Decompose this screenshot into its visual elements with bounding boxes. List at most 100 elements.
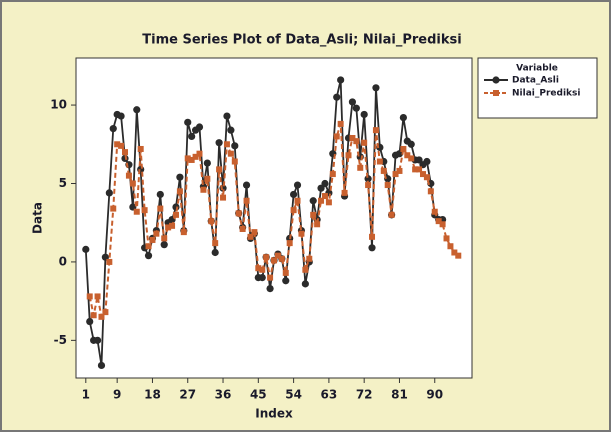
data-point xyxy=(380,167,387,174)
data-point xyxy=(286,240,293,247)
data-point xyxy=(125,172,132,179)
data-point xyxy=(82,245,90,253)
legend-title: Variable xyxy=(516,64,558,74)
data-point xyxy=(137,145,144,152)
data-point xyxy=(314,221,321,228)
data-point xyxy=(160,241,168,249)
data-point xyxy=(399,114,407,122)
x-tick-label: 54 xyxy=(285,388,302,402)
data-point xyxy=(455,252,462,259)
y-tick-label: -5 xyxy=(54,333,67,347)
data-point xyxy=(392,171,399,178)
data-point xyxy=(172,211,179,218)
data-point xyxy=(156,190,164,199)
data-point xyxy=(423,157,431,166)
data-point xyxy=(408,155,415,162)
data-point xyxy=(352,104,360,112)
data-point xyxy=(349,135,356,141)
data-point xyxy=(419,171,426,178)
data-point xyxy=(105,189,113,197)
data-point xyxy=(94,293,101,300)
data-point xyxy=(204,175,211,182)
data-point xyxy=(114,141,121,148)
data-point xyxy=(329,171,336,178)
data-point xyxy=(161,235,168,242)
data-point xyxy=(259,266,266,273)
x-tick-label: 81 xyxy=(391,388,408,402)
data-point xyxy=(255,265,262,272)
data-point xyxy=(176,173,184,181)
data-point xyxy=(118,142,125,149)
data-point xyxy=(404,152,411,159)
data-point xyxy=(353,138,360,145)
data-point xyxy=(251,229,258,236)
data-point xyxy=(423,174,430,181)
data-point xyxy=(188,156,195,163)
data-point xyxy=(321,179,329,188)
data-point xyxy=(141,207,148,214)
data-point xyxy=(282,269,289,276)
data-point xyxy=(369,233,376,240)
data-point xyxy=(372,84,380,92)
x-tick-label: 36 xyxy=(215,388,232,402)
data-point xyxy=(227,150,234,157)
y-tick-label: 0 xyxy=(59,254,67,268)
data-point xyxy=(97,361,106,370)
data-point xyxy=(376,158,383,165)
data-point xyxy=(263,254,270,261)
data-point xyxy=(333,133,340,140)
data-point xyxy=(361,139,368,146)
data-point xyxy=(223,112,231,120)
data-point xyxy=(196,150,203,157)
data-point xyxy=(93,336,102,344)
data-point xyxy=(337,76,345,84)
data-point xyxy=(184,155,191,162)
data-point xyxy=(203,159,211,167)
data-point xyxy=(122,149,129,156)
data-point xyxy=(188,132,196,141)
data-point xyxy=(216,166,223,173)
data-point xyxy=(435,218,442,225)
data-point xyxy=(345,152,352,159)
data-point xyxy=(321,193,328,200)
data-point xyxy=(325,199,332,206)
data-point xyxy=(180,229,187,236)
data-point xyxy=(357,164,364,171)
data-point xyxy=(169,222,176,229)
data-point xyxy=(271,257,277,264)
data-point xyxy=(86,293,93,300)
chart-title: Time Series Plot of Data_Asli; Nilai_Pre… xyxy=(142,33,461,48)
data-point xyxy=(220,194,227,201)
x-tick-label: 27 xyxy=(179,388,196,402)
data-point xyxy=(372,127,379,134)
data-point xyxy=(427,188,434,195)
legend xyxy=(477,57,598,119)
plot-area xyxy=(75,57,473,379)
data-point xyxy=(302,266,309,273)
data-point xyxy=(243,197,250,204)
data-point xyxy=(153,230,160,237)
data-point xyxy=(247,233,254,240)
data-point xyxy=(227,126,235,134)
data-point xyxy=(215,139,223,147)
data-point xyxy=(278,255,285,262)
data-point xyxy=(298,230,305,237)
y-tick-label: 5 xyxy=(59,176,67,190)
data-point xyxy=(274,252,281,259)
data-point xyxy=(416,166,423,173)
data-point xyxy=(192,153,199,160)
data-point xyxy=(223,141,230,148)
data-point xyxy=(145,243,152,250)
x-tick-label: 1 xyxy=(82,388,90,402)
data-point xyxy=(368,244,376,252)
data-point xyxy=(412,166,419,173)
data-point xyxy=(239,225,246,232)
x-tick-label: 90 xyxy=(426,388,443,402)
data-point xyxy=(133,208,140,215)
data-point xyxy=(266,284,274,293)
data-point xyxy=(341,189,348,196)
data-point xyxy=(144,252,153,260)
data-point xyxy=(231,158,238,165)
data-point xyxy=(396,167,403,174)
